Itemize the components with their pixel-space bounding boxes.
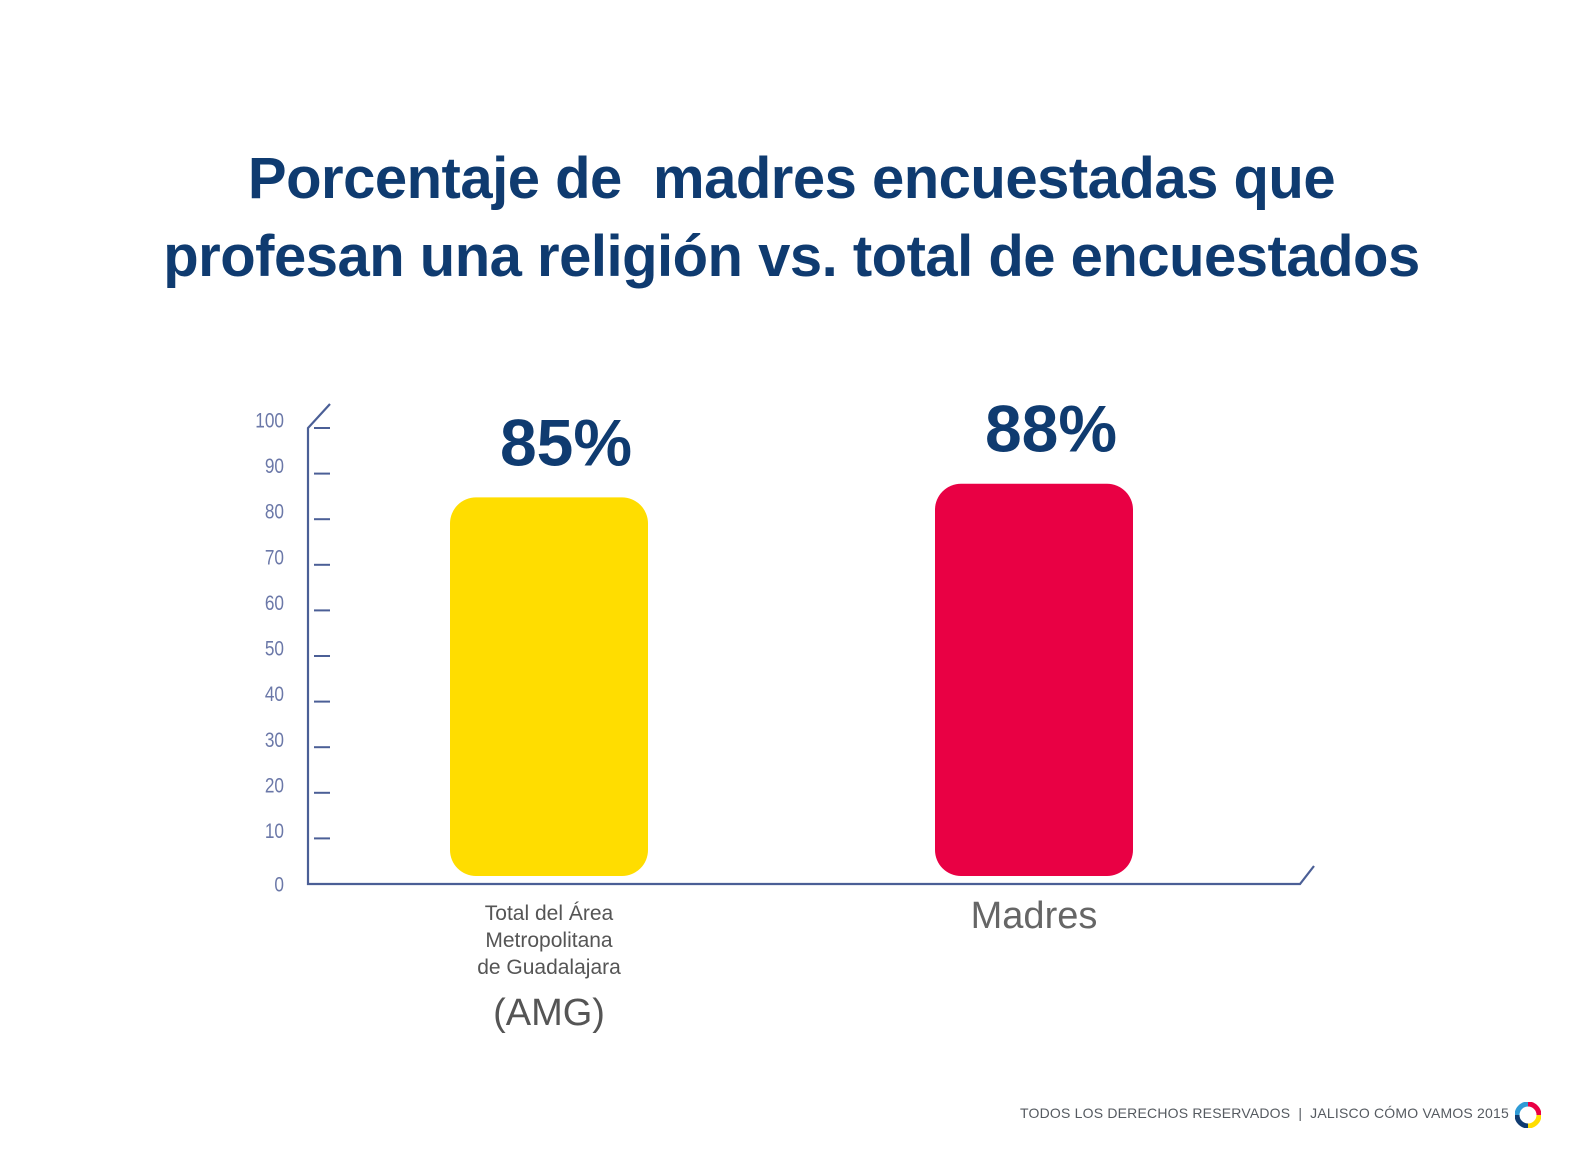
logo-segment-4	[1515, 1102, 1529, 1116]
chart-title-line-2: profesan una religión vs. total de encue…	[163, 224, 1420, 289]
category-label: Metropolitana	[485, 929, 613, 952]
y-tick-label: 70	[265, 547, 284, 570]
y-tick-label: 0	[274, 874, 284, 897]
logo-segment-3	[1515, 1114, 1529, 1128]
footer-brand: JALISCO CÓMO VAMOS 2015	[1310, 1105, 1509, 1121]
y-tick-label: 80	[265, 501, 284, 524]
chart-title-line-1: Porcentaje de madres encuestadas que	[247, 146, 1336, 211]
category-label: Madres	[971, 895, 1098, 937]
category-label: de Guadalajara	[477, 956, 621, 979]
footer-rights: TODOS LOS DERECHOS RESERVADOS	[1020, 1105, 1291, 1121]
y-tick-label: 40	[265, 684, 284, 707]
category-label: Total del Área	[485, 902, 614, 925]
bar	[935, 483, 1133, 876]
chart-title: Porcentaje de madres encuestadas que pro…	[0, 140, 1583, 296]
y-tick-label: 60	[265, 592, 284, 615]
footer: TODOS LOS DERECHOS RESERVADOS | JALISCO CÓ…	[1020, 1105, 1509, 1121]
ring-logo-icon	[1515, 1102, 1541, 1128]
y-tick-label: 10	[265, 820, 284, 843]
bar	[450, 497, 648, 876]
y-tick-label: 50	[265, 638, 284, 661]
data-label: 88%	[985, 392, 1117, 466]
y-tick-label: 100	[255, 410, 284, 433]
category-label: (AMG)	[493, 992, 605, 1034]
axes-line	[306, 403, 1315, 886]
logo-segment-1	[1527, 1102, 1541, 1116]
y-tick-label: 90	[265, 456, 284, 479]
data-label: 85%	[500, 405, 632, 479]
footer-separator: |	[1298, 1105, 1303, 1121]
y-tick-label: 20	[265, 775, 284, 798]
y-tick-label: 30	[265, 729, 284, 752]
logo-segment-2	[1527, 1114, 1541, 1128]
